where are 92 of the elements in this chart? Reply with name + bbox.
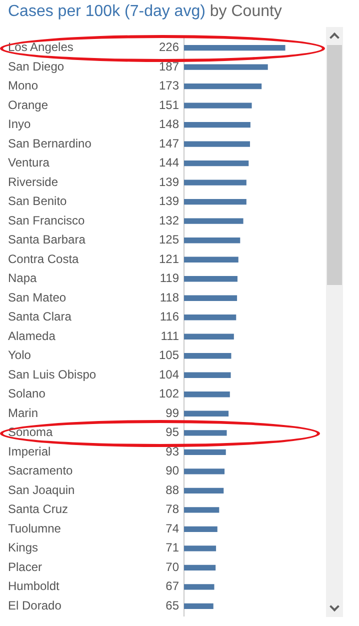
data-label: 226 [158,40,180,54]
y-tick-label: San Diego [8,59,64,74]
bar [184,603,214,610]
y-tick-label: Yolo [8,348,32,362]
y-tick-label: San Joaquin [8,482,75,497]
bar [184,102,252,108]
data-label: 118 [160,290,180,304]
data-label: 95 [166,425,180,440]
bar [184,449,226,455]
data-label: 67 [166,579,180,594]
y-tick-label: Los Angeles [8,40,74,54]
y-tick-label: Alameda [8,328,56,343]
y-tick-label: San Bernardino [8,136,92,150]
data-label: 132 [158,213,180,228]
data-label: 105 [158,348,180,362]
data-label: 99 [166,406,180,420]
data-label: 102 [158,386,180,401]
data-label: 111 [160,328,180,343]
bar [184,334,234,340]
data-label: 173 [158,78,180,93]
y-tick-label: Humboldt [8,579,60,594]
bar [184,238,240,244]
data-label: 65 [166,598,180,612]
data-label: 93 [166,444,180,458]
bar [184,372,231,378]
bar [184,507,220,513]
y-tick-label: Sonoma [8,425,54,440]
bar [184,353,232,359]
bar [184,488,224,494]
bar [184,199,246,205]
bar [184,180,246,186]
y-tick-label: Napa [8,271,38,286]
data-label: 90 [166,464,180,478]
data-label: 144 [158,156,180,170]
bar [184,295,238,301]
data-label: 119 [160,271,180,286]
y-tick-label: Kings [8,540,38,555]
bar [184,64,268,70]
bar [184,314,236,320]
bar [184,84,262,90]
data-label: 74 [166,521,180,536]
y-tick-label: Santa Clara [8,310,72,324]
y-tick-label: Placer [8,560,42,574]
bar [184,546,216,552]
y-tick-label: Santa Cruz [8,502,68,516]
y-tick-label: Riverside [8,174,58,189]
y-tick-label: El Dorado [8,598,62,612]
data-label: 139 [158,174,180,189]
bar [184,141,250,147]
data-label: 116 [160,310,180,324]
data-label: 139 [158,194,180,208]
bar [184,430,227,436]
y-tick-label: Mono [8,78,38,93]
data-label: 187 [158,59,180,74]
bar [184,584,214,590]
y-tick-label: Ventura [8,156,50,170]
y-tick-label: Inyo [8,117,32,132]
y-tick-label: Tuolumne [8,521,62,536]
data-label: 151 [158,98,180,112]
bar [184,160,249,166]
data-label: 70 [166,560,180,574]
bar [184,468,225,474]
y-tick-label: Sacramento [8,464,74,478]
data-label: 148 [158,117,180,132]
bar [184,392,230,398]
data-label: 121 [158,252,180,266]
bar [184,256,238,262]
y-tick-label: Santa Barbara [8,232,86,247]
y-tick-label: San Benito [8,194,68,208]
data-label: 147 [158,136,180,150]
y-tick-label: San Mateo [8,290,66,304]
bar [184,410,229,416]
bar [184,564,216,570]
data-label: 88 [166,482,180,497]
chart-title: Cases per 100k (7-day avg) [8,3,206,20]
chart-subtitle: by County [210,3,282,20]
y-tick-label: Marin [8,406,38,420]
y-tick-label: Contra Costa [8,252,80,266]
y-tick-label: Solano [8,386,46,401]
y-tick-label: Imperial [8,444,51,458]
y-tick-label: San Francisco [8,213,86,228]
bar [184,218,244,224]
bar [184,122,250,128]
bar [184,276,238,282]
data-label: 104 [158,367,180,382]
data-label: 71 [166,540,180,555]
bar [184,526,218,532]
data-label: 78 [166,502,180,516]
bar [184,44,286,51]
data-label: 125 [158,232,180,247]
y-tick-label: Orange [8,98,48,112]
y-tick-label: San Luis Obispo [8,367,96,382]
